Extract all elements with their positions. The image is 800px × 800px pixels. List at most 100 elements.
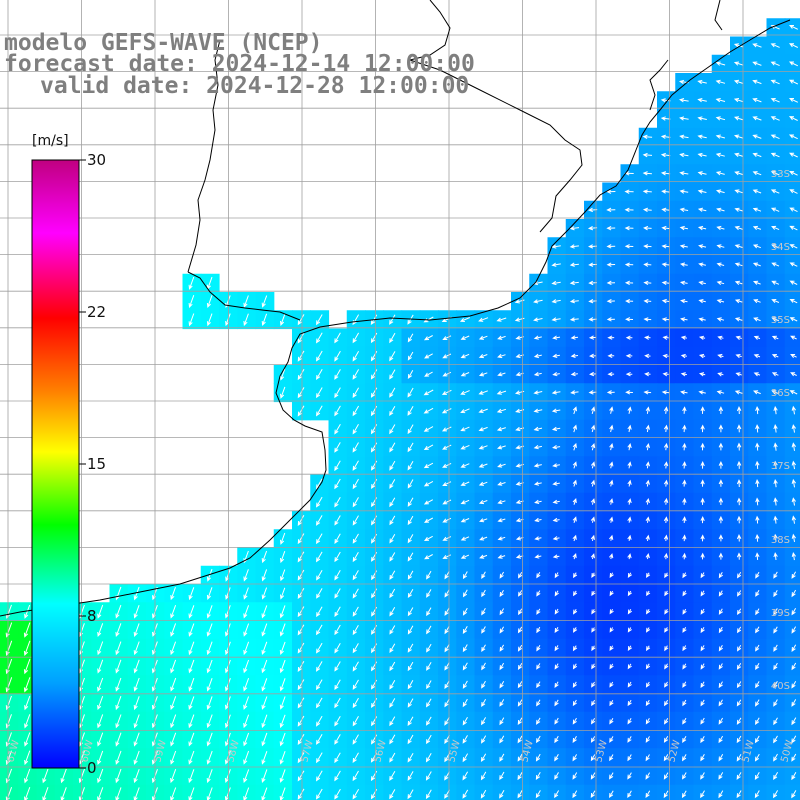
wind-arrow xyxy=(627,718,632,725)
wind-arrow xyxy=(735,372,742,377)
wind-arrow xyxy=(700,552,705,560)
wind-arrow xyxy=(609,553,614,560)
wind-arrow xyxy=(517,790,523,799)
wind-arrow xyxy=(752,43,762,48)
wind-arrow xyxy=(771,244,780,249)
wind-arrow xyxy=(316,533,323,545)
wind-arrow xyxy=(682,552,687,560)
wind-arrow xyxy=(662,353,669,359)
wind-arrow xyxy=(700,645,705,652)
wind-arrow xyxy=(627,609,632,615)
wind-arrow xyxy=(664,681,669,688)
wind-arrow xyxy=(627,754,632,762)
wind-speed-cell xyxy=(784,456,800,476)
wind-arrow xyxy=(717,335,724,340)
wind-arrow xyxy=(771,299,780,304)
wind-arrow xyxy=(627,442,632,451)
wind-arrow xyxy=(718,552,724,560)
wind-arrow xyxy=(334,752,341,764)
wind-arrow xyxy=(481,626,486,634)
wind-arrow xyxy=(352,369,360,380)
wind-arrow xyxy=(261,769,268,783)
wind-arrow xyxy=(535,753,541,762)
wind-arrow xyxy=(261,605,268,619)
wind-arrow xyxy=(536,572,541,579)
wind-arrow xyxy=(316,387,323,399)
wind-arrow xyxy=(682,424,687,433)
wind-arrow xyxy=(352,497,359,508)
wind-arrow xyxy=(499,662,505,671)
wind-arrow xyxy=(425,753,432,763)
wind-arrow xyxy=(370,387,378,398)
wind-arrow xyxy=(424,517,434,523)
wind-arrow xyxy=(733,43,744,48)
wind-arrow xyxy=(789,244,798,249)
wind-arrow xyxy=(682,699,687,707)
wind-arrow xyxy=(645,534,650,541)
wind-arrow xyxy=(115,787,122,800)
wind-arrow xyxy=(60,768,67,784)
wind-arrow xyxy=(23,640,31,656)
wind-arrow xyxy=(206,313,213,327)
wind-arrow xyxy=(718,699,723,707)
wind-arrow xyxy=(716,299,725,304)
wind-arrow xyxy=(97,696,104,711)
wind-arrow xyxy=(624,225,634,231)
wind-arrow xyxy=(773,717,778,726)
wind-arrow xyxy=(700,590,705,597)
wind-arrow xyxy=(389,387,396,398)
wind-arrow xyxy=(5,695,12,711)
wind-arrow xyxy=(188,313,195,327)
colorbar-unit: [m/s] xyxy=(32,133,69,149)
wind-arrow xyxy=(261,714,268,729)
wind-arrow xyxy=(481,717,487,726)
wind-arrow xyxy=(478,445,488,450)
wind-arrow xyxy=(718,406,724,414)
wind-arrow xyxy=(497,554,506,559)
wind-arrow xyxy=(261,751,268,765)
wind-arrow xyxy=(590,736,596,743)
wind-arrow xyxy=(24,787,31,800)
wind-arrow xyxy=(590,553,595,560)
wind-arrow xyxy=(773,533,778,542)
wind-arrow xyxy=(645,424,650,433)
wind-speed-cell xyxy=(602,784,622,800)
wind-arrow xyxy=(407,479,414,489)
wind-arrow xyxy=(698,317,706,322)
wind-arrow xyxy=(133,714,140,729)
wind-arrow xyxy=(678,98,689,103)
wind-arrow xyxy=(462,771,469,781)
wind-arrow xyxy=(243,750,250,765)
wind-arrow xyxy=(170,587,176,601)
wind-arrow xyxy=(297,752,305,764)
wind-arrow xyxy=(773,771,779,780)
wind-arrow xyxy=(624,189,634,194)
wind-arrow xyxy=(663,552,669,560)
wind-arrow xyxy=(460,335,470,340)
wind-arrow xyxy=(734,225,743,231)
wind-arrow xyxy=(444,716,450,726)
wind-arrow xyxy=(426,570,432,580)
wind-arrow xyxy=(662,335,669,340)
colorbar-tick-label: 30 xyxy=(87,151,107,169)
wind-arrow xyxy=(551,317,561,322)
wind-arrow xyxy=(442,499,452,505)
colorbar-tick-label: 15 xyxy=(87,455,107,473)
wind-arrow xyxy=(736,442,742,451)
wind-arrow xyxy=(624,262,634,267)
wind-arrow xyxy=(243,605,250,619)
wind-arrow xyxy=(23,677,31,693)
wind-arrow xyxy=(442,335,452,340)
latitude-label: 40S xyxy=(771,681,790,692)
wind-arrow xyxy=(755,424,760,433)
wind-arrow xyxy=(133,605,140,619)
wind-arrow xyxy=(788,134,798,140)
wind-arrow xyxy=(645,516,650,523)
wind-arrow xyxy=(389,405,396,416)
wind-arrow xyxy=(497,353,506,359)
wind-arrow xyxy=(442,462,452,468)
wind-arrow xyxy=(773,753,778,762)
wind-arrow xyxy=(97,623,104,637)
wind-arrow xyxy=(752,98,762,103)
wind-arrow xyxy=(718,608,723,615)
